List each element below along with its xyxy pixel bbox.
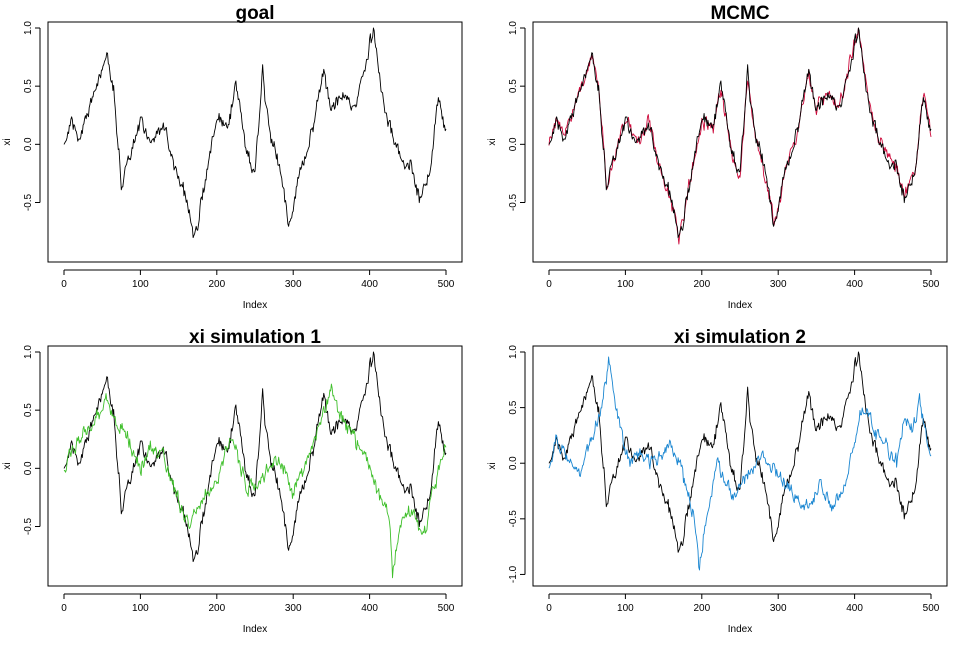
x-tick-label: 300 bbox=[285, 279, 302, 290]
y-axis-label: xi bbox=[487, 462, 498, 469]
y-tick-label: -1.0 bbox=[508, 565, 519, 583]
x-tick-label: 200 bbox=[693, 603, 710, 614]
panel-mcmc: MCMC 0 100 200 300 400 500 Index -0.5 0.0 0.5 1.0 xi bbox=[487, 3, 948, 311]
x-tick-label: 0 bbox=[61, 603, 67, 614]
y-tick-label: 0.0 bbox=[508, 456, 519, 470]
y-tick-label: 0.5 bbox=[23, 403, 34, 417]
x-tick-label: 0 bbox=[546, 603, 552, 614]
y-axis-label: xi bbox=[487, 138, 498, 145]
x-tick-label: 300 bbox=[285, 603, 302, 614]
y-tick-label: -0.5 bbox=[23, 193, 34, 211]
series-line-goal bbox=[548, 27, 932, 238]
x-tick-label: 400 bbox=[846, 279, 863, 290]
chart-title: goal bbox=[235, 3, 274, 24]
chart-title: MCMC bbox=[710, 3, 769, 24]
x-tick-label: 300 bbox=[770, 603, 787, 614]
x-tick-label: 500 bbox=[923, 279, 940, 290]
y-tick-label: 1.0 bbox=[23, 21, 34, 35]
plot-frame bbox=[532, 21, 948, 263]
series-line-sim2 bbox=[548, 356, 932, 571]
y-tick-label: 0.5 bbox=[23, 79, 34, 93]
series-line-goal bbox=[63, 351, 447, 562]
y-tick-label: 1.0 bbox=[508, 345, 519, 359]
x-tick-label: 200 bbox=[208, 279, 225, 290]
x-axis-label: Index bbox=[728, 300, 752, 311]
x-tick-label: 400 bbox=[361, 279, 378, 290]
y-tick-label: 0.0 bbox=[23, 137, 34, 151]
plot-frame bbox=[532, 345, 948, 587]
y-tick-label: -0.5 bbox=[23, 517, 34, 535]
y-axis-label: xi bbox=[2, 138, 13, 145]
series-line-goal bbox=[548, 351, 932, 553]
x-tick-label: 100 bbox=[132, 279, 149, 290]
y-axis-label: xi bbox=[2, 462, 13, 469]
panel-xi-simulation-2: xi simulation 2 0 100 200 300 400 500 Index -1.0… bbox=[487, 327, 948, 635]
x-tick-label: 100 bbox=[132, 603, 149, 614]
panel-xi-simulation-1: xi simulation 1 0 100 200 300 400 500 Index -0.5… bbox=[2, 327, 463, 635]
y-tick-label: 0.5 bbox=[508, 79, 519, 93]
y-tick-label: 0.0 bbox=[23, 461, 34, 475]
series-line-sim1 bbox=[63, 383, 447, 579]
x-axis-label: Index bbox=[728, 624, 752, 635]
chart-title: xi simulation 2 bbox=[674, 327, 806, 348]
x-tick-label: 100 bbox=[617, 279, 634, 290]
y-tick-label: 0.0 bbox=[508, 137, 519, 151]
x-tick-label: 100 bbox=[617, 603, 634, 614]
x-axis-label: Index bbox=[243, 624, 267, 635]
y-tick-label: 0.5 bbox=[508, 400, 519, 414]
x-tick-label: 500 bbox=[923, 603, 940, 614]
plot-frame bbox=[47, 345, 463, 587]
series-line-mcmc bbox=[548, 27, 932, 245]
x-tick-label: 200 bbox=[693, 279, 710, 290]
x-axis-label: Index bbox=[243, 300, 267, 311]
series-line-goal bbox=[63, 27, 447, 238]
x-tick-label: 500 bbox=[438, 279, 455, 290]
panel-goal: goal 0 100 200 300 400 500 Index -0.5 0.0 0.5 1.0 xi bbox=[2, 3, 463, 311]
x-tick-label: 0 bbox=[61, 279, 67, 290]
y-tick-label: 1.0 bbox=[23, 345, 34, 359]
x-tick-label: 200 bbox=[208, 603, 225, 614]
plot-frame bbox=[47, 21, 463, 263]
x-tick-label: 400 bbox=[846, 603, 863, 614]
x-tick-label: 300 bbox=[770, 279, 787, 290]
x-tick-label: 0 bbox=[546, 279, 552, 290]
x-tick-label: 500 bbox=[438, 603, 455, 614]
chart-title: xi simulation 1 bbox=[189, 327, 321, 348]
y-tick-label: 1.0 bbox=[508, 21, 519, 35]
y-tick-label: -0.5 bbox=[508, 510, 519, 528]
x-tick-label: 400 bbox=[361, 603, 378, 614]
y-tick-label: -0.5 bbox=[508, 193, 519, 211]
